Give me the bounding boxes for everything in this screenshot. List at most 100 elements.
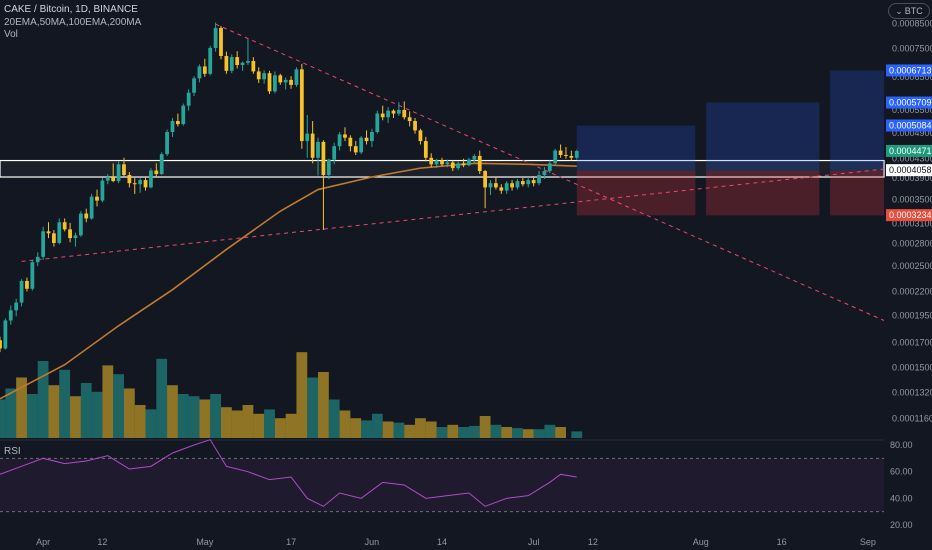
price-tick-label: 0.0003900 [892, 173, 932, 183]
candle [213, 22, 218, 52]
candle [359, 136, 364, 155]
candle [488, 180, 493, 195]
candle-body [105, 177, 110, 181]
candle [192, 76, 196, 97]
candle-body [353, 146, 358, 153]
candle-body [391, 110, 396, 114]
candle [235, 51, 240, 69]
price-badge [886, 144, 932, 157]
long-stop-box [830, 170, 884, 216]
candle [170, 118, 175, 137]
volume-bar [382, 421, 394, 438]
currency-selector[interactable]: ⌄ BTC [888, 3, 930, 19]
volume-bar [555, 427, 566, 438]
candle [138, 178, 143, 193]
candle [413, 118, 417, 134]
candle [219, 26, 223, 60]
candle [569, 150, 574, 161]
rsi-line [0, 439, 577, 507]
candle [456, 161, 461, 171]
price-tick-label: 0.0001500 [892, 362, 932, 372]
candle [461, 158, 466, 168]
volume-bar [490, 424, 502, 438]
time-tick-label: 16 [777, 537, 787, 547]
candle [391, 109, 396, 119]
candle-body [84, 213, 89, 219]
candle [472, 154, 477, 164]
price-badge-label: 0.0003234 [889, 210, 932, 220]
volume-bar [436, 427, 448, 438]
volume-bar [296, 352, 308, 438]
candle-body [224, 56, 229, 71]
candle-body [262, 73, 267, 80]
candle-body [14, 302, 19, 311]
candle [25, 277, 29, 292]
candle [100, 178, 105, 203]
time-tick-label: Apr [36, 537, 50, 547]
candle-body [229, 57, 234, 71]
candle-body [62, 222, 67, 230]
candle-body [278, 75, 283, 83]
candle-body [89, 196, 94, 219]
candle-body [499, 187, 504, 191]
price-tick-label: 0.0005500 [892, 105, 932, 115]
candle-body [181, 105, 186, 125]
candle-body [202, 66, 207, 74]
volume-bar [533, 429, 545, 438]
candle-body [208, 47, 213, 74]
candle-body [197, 66, 202, 79]
candle [483, 170, 488, 209]
candle [380, 105, 385, 121]
volume-bar [134, 405, 146, 438]
candle-body [251, 61, 256, 72]
candle-body [364, 137, 369, 142]
price-tick-label: 0.0003500 [892, 194, 932, 204]
candle-body [418, 130, 423, 142]
candle-body [240, 62, 245, 65]
candle [467, 157, 471, 167]
candle-body [472, 155, 477, 160]
rsi-band [0, 458, 884, 512]
volume-bar [5, 388, 17, 438]
candle-body [407, 117, 412, 122]
price-tick-label: 0.0001320 [892, 388, 932, 398]
candle-body [25, 280, 29, 289]
candle [273, 71, 277, 94]
candle [14, 298, 19, 317]
candle [0, 336, 2, 353]
candle-body [111, 177, 116, 182]
candle [246, 39, 250, 65]
price-tick-label: 0.0002200 [892, 286, 932, 296]
price-tick-label: 0.0003100 [892, 219, 932, 229]
candle-body [558, 150, 563, 156]
candle-body [380, 113, 385, 118]
volume-bar [37, 361, 49, 438]
candle [353, 141, 358, 156]
candle-body [359, 137, 364, 153]
candle [278, 73, 283, 85]
candle [321, 140, 326, 231]
currency-label: BTC [904, 6, 923, 16]
candle-body [100, 180, 105, 201]
candle [386, 107, 390, 123]
candle-body [95, 196, 99, 201]
candle [251, 57, 256, 74]
candle-body [456, 163, 461, 169]
candle-body [138, 180, 143, 185]
trendline [215, 23, 885, 321]
candle [224, 51, 229, 74]
volume-bar [188, 396, 200, 438]
candle-body [310, 133, 315, 158]
candle-body [348, 137, 353, 147]
candle [240, 61, 245, 71]
candle-body [574, 151, 579, 158]
candle-body [273, 75, 277, 92]
candle [343, 127, 347, 142]
price-badge [886, 209, 932, 222]
volume-bar [0, 399, 6, 438]
volume-bar [156, 358, 168, 438]
volume-bar [318, 372, 329, 438]
candle [197, 64, 202, 83]
long-target-box [576, 125, 696, 171]
